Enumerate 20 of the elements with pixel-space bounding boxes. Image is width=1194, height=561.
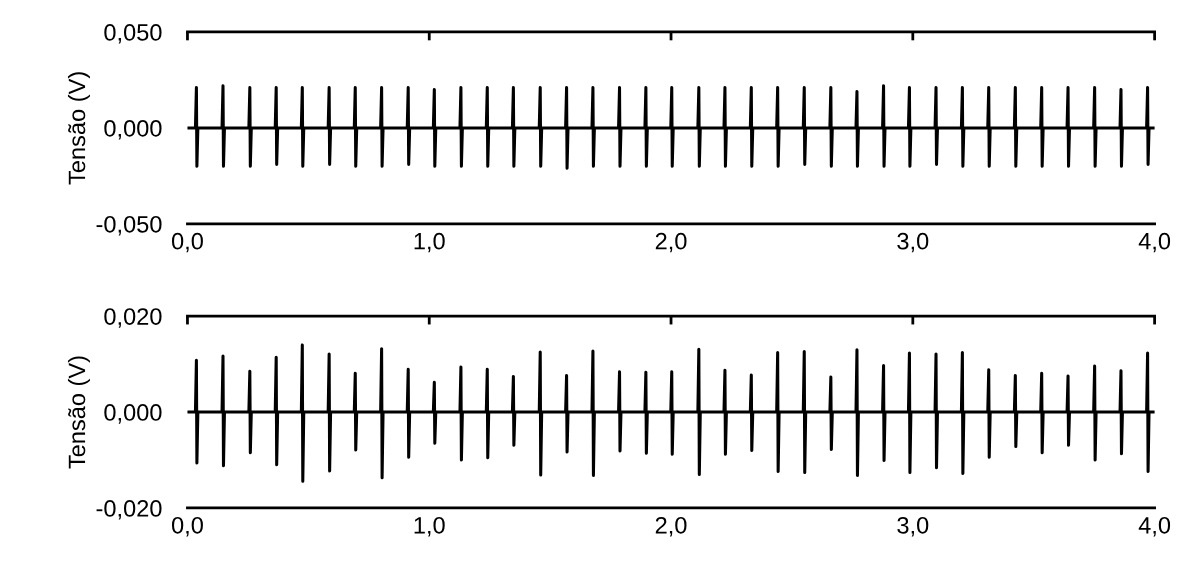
- x-tick-label: 3,0: [897, 516, 929, 537]
- x-tick-label: 1,0: [414, 516, 445, 537]
- y-axis-title: Tensão (V): [67, 356, 90, 469]
- y-axis-title: Tensão (V): [67, 72, 90, 185]
- x-tick-label: 4,0: [1138, 232, 1171, 253]
- y-tick-label: -0,020: [96, 500, 162, 520]
- y-tick-label: 0,000: [104, 119, 162, 140]
- x-tick-label: 3,0: [897, 232, 929, 253]
- x-tick-label: 2,0: [655, 232, 687, 253]
- x-tick-label: 1,0: [414, 232, 445, 253]
- x-tick-label: 4,0: [1138, 516, 1171, 537]
- line-series: [187, 343, 1155, 483]
- y-tick-label: 0,050: [104, 24, 162, 44]
- line-series: [187, 84, 1155, 170]
- x-tick-label: 0,0: [171, 516, 203, 537]
- y-tick-label: 0,020: [104, 308, 162, 328]
- x-tick-label: 2,0: [655, 516, 687, 537]
- y-tick-label: -0,050: [96, 215, 162, 236]
- y-tick-label: 0,000: [104, 404, 162, 424]
- x-tick-label: 0,0: [171, 232, 203, 253]
